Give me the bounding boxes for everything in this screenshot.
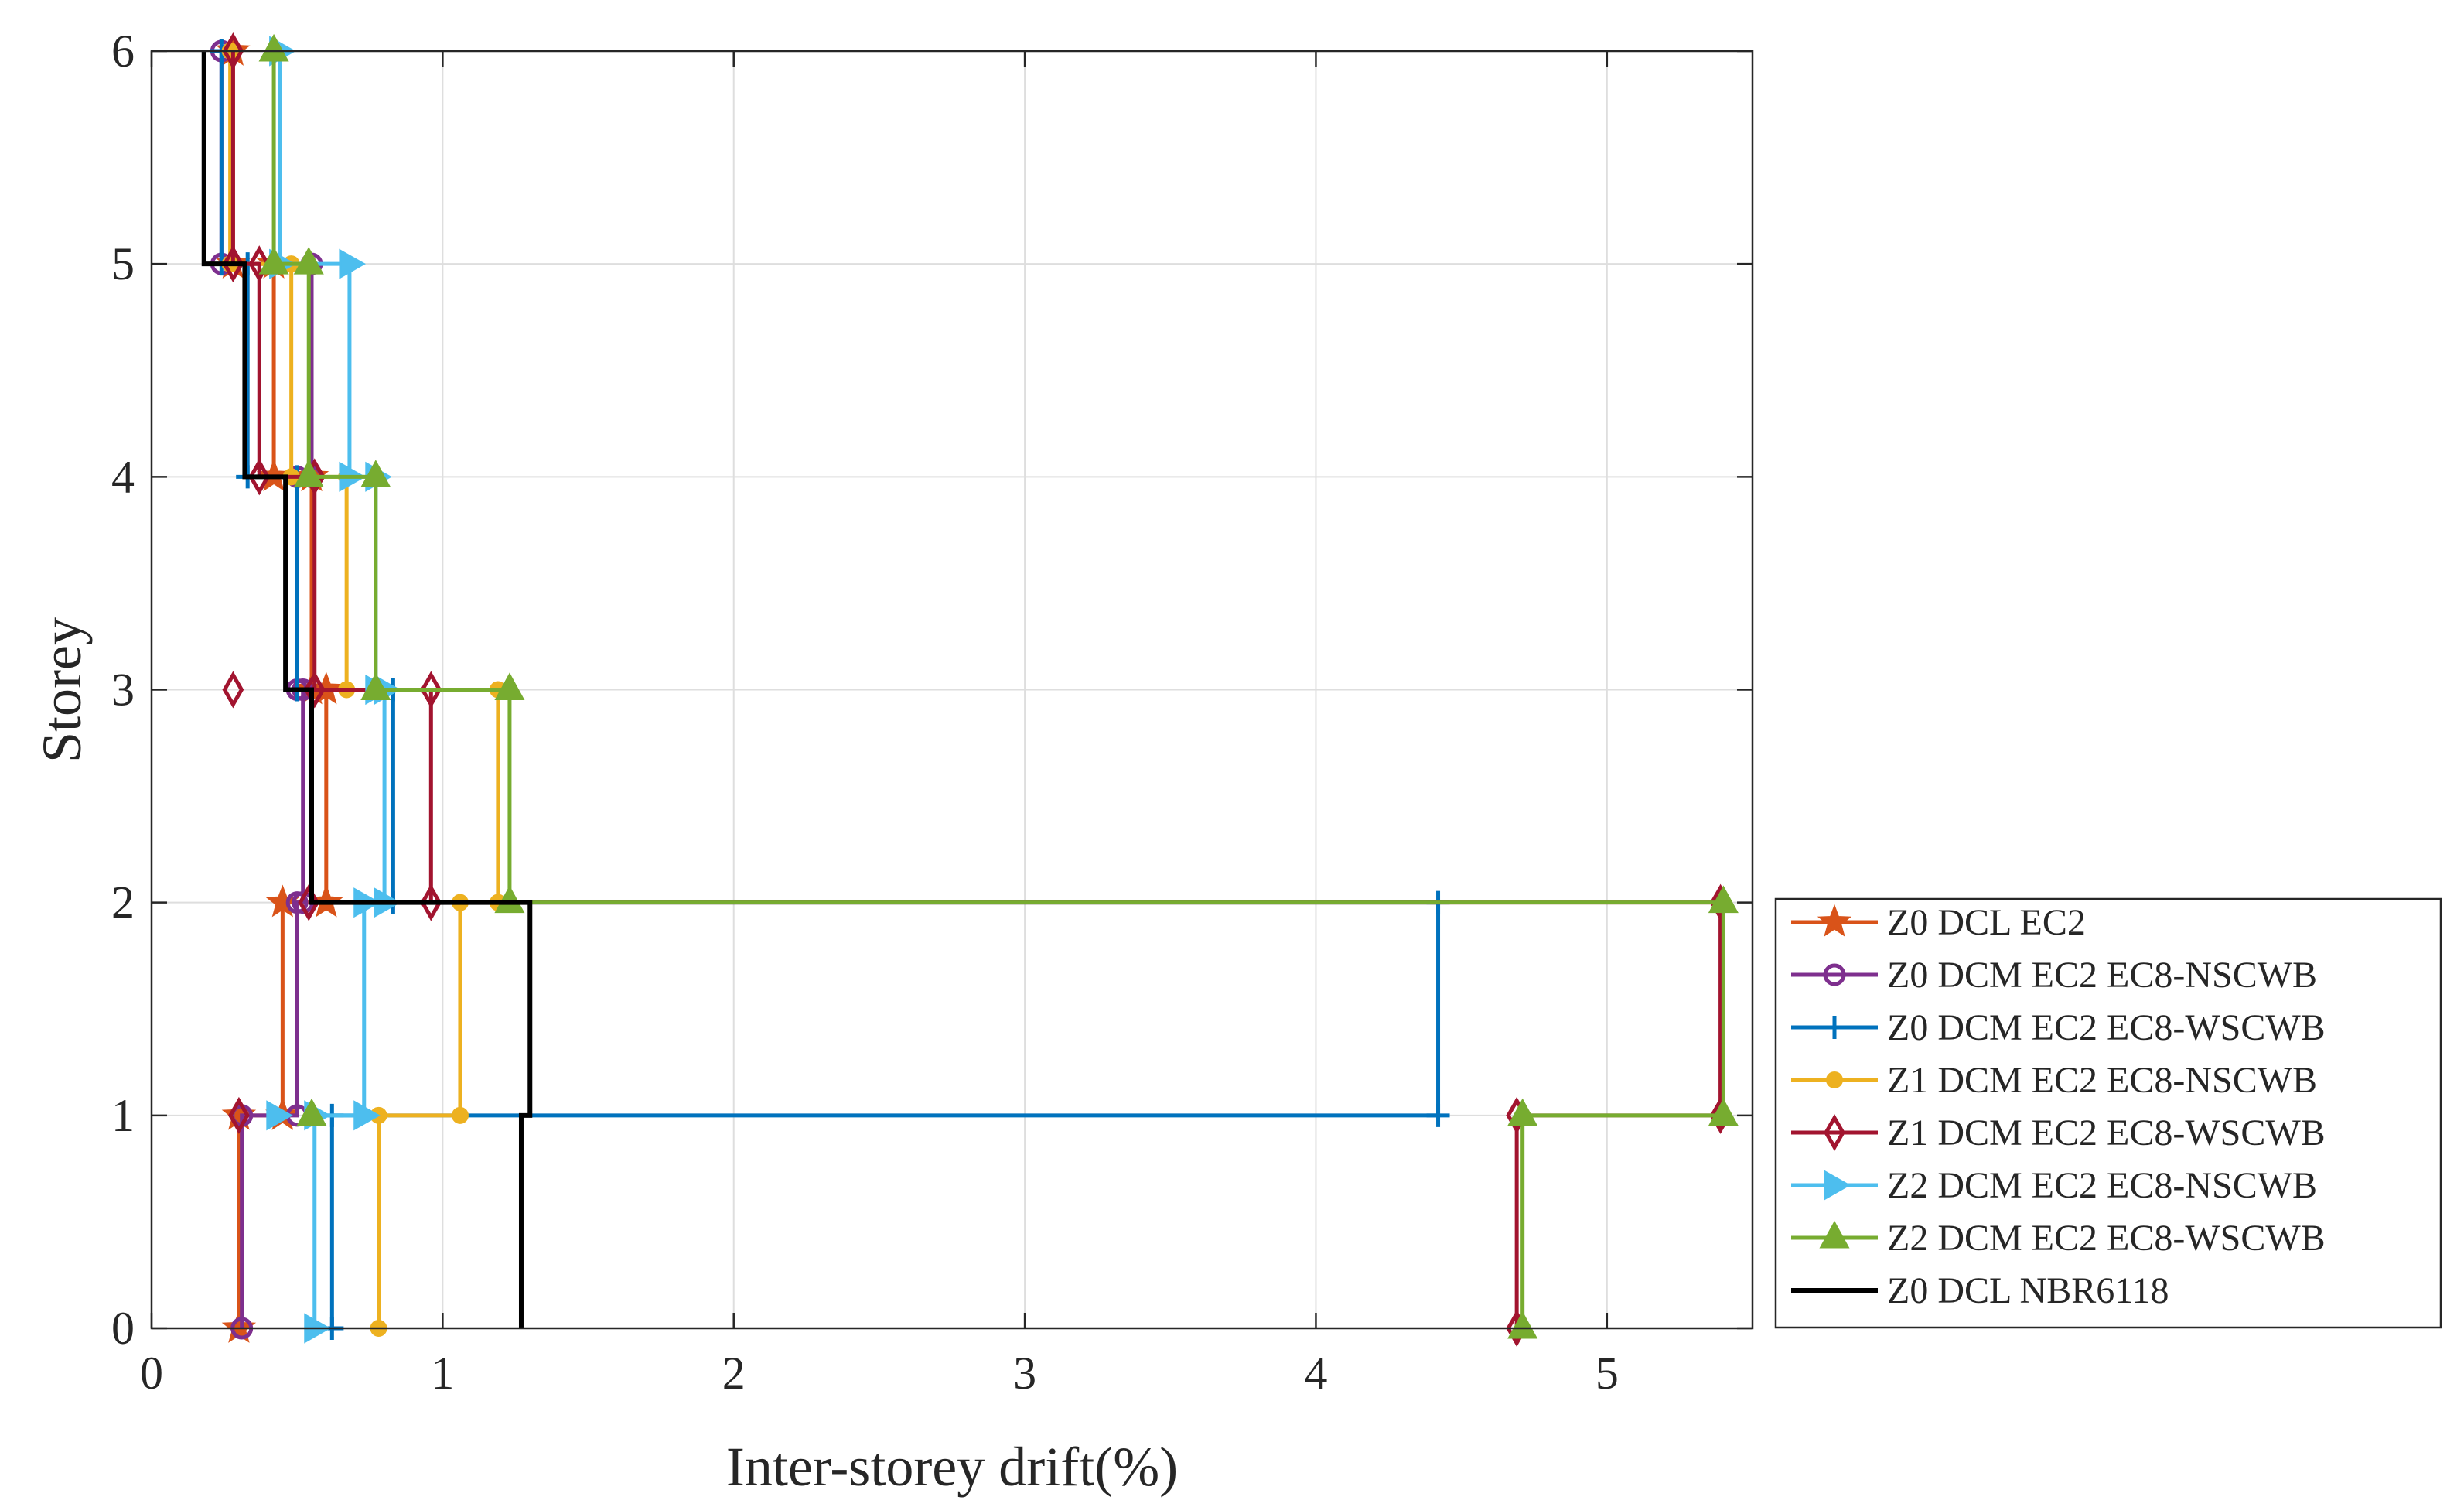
marker-diamond	[248, 458, 271, 496]
marker-triangle-up	[360, 672, 391, 700]
marker-triangle-up	[258, 247, 289, 275]
legend-label: Z0 DCM EC2 EC8-NSCWB	[1887, 955, 2317, 996]
x-tick-label: 2	[722, 1348, 746, 1399]
legend-label: Z2 DCM EC2 EC8-NSCWB	[1887, 1165, 2317, 1206]
marker-diamond	[303, 671, 326, 709]
marker-triangle-up	[1708, 1098, 1739, 1126]
marker-triangle-up	[296, 1098, 327, 1126]
legend-label: Z1 DCM EC2 EC8-NSCWB	[1887, 1060, 2317, 1101]
marker-diamond	[298, 883, 320, 921]
marker-diamond	[222, 671, 244, 709]
marker-triangle-up	[1507, 1311, 1538, 1339]
y-tick-label: 4	[111, 451, 135, 502]
y-tick-label: 0	[111, 1303, 135, 1354]
marker-triangle-right	[353, 1100, 381, 1131]
y-tick-label: 3	[111, 665, 135, 716]
legend-entry: Z0 DCM EC2 EC8-WSCWB	[1791, 1007, 2326, 1048]
marker-dot	[451, 1106, 469, 1124]
legend-entry: Z0 DCM EC2 EC8-NSCWB	[1791, 955, 2317, 996]
series-line	[201, 51, 533, 1328]
axis-ticks: 0 1 2 3 4 5 0 1 2 3 4 5 6	[111, 26, 1752, 1399]
marker-triangle-up	[1507, 1098, 1538, 1126]
marker-triangle-up	[258, 33, 289, 62]
marker-diamond	[420, 671, 442, 709]
marker-circle	[1823, 963, 1846, 986]
legend-entry: Z1 DCM EC2 EC8-NSCWB	[1791, 1060, 2317, 1101]
y-tick-label: 5	[111, 238, 135, 289]
legend-label: Z0 DCL EC2	[1887, 902, 2086, 943]
legend-label: Z0 DCM EC2 EC8-WSCWB	[1887, 1007, 2326, 1048]
marker-triangle-right	[1824, 1170, 1851, 1201]
marker-diamond	[420, 883, 442, 921]
x-axis-label: Inter-storey drift(%)	[726, 1436, 1178, 1498]
series-layer	[201, 32, 1739, 1347]
marker-triangle-up	[360, 460, 391, 487]
legend-entry: Z2 DCM EC2 EC8-NSCWB	[1791, 1165, 2317, 1206]
marker-triangle-right	[266, 1100, 293, 1131]
marker-plus	[1823, 1016, 1846, 1039]
legend: Z0 DCL EC2 Z0 DCM EC2 EC8-NSCWB Z0 DCM EC2…	[1774, 897, 2442, 1329]
legend-label: Z0 DCL NBR6118	[1887, 1270, 2169, 1311]
x-tick-label: 1	[431, 1348, 454, 1399]
legend-label: Z2 DCM EC2 EC8-WSCWB	[1887, 1218, 2326, 1259]
marker-plus	[1426, 1103, 1450, 1127]
legend-label: Z1 DCM EC2 EC8-WSCWB	[1887, 1112, 2326, 1153]
marker-dot	[1826, 1071, 1843, 1088]
marker-triangle-up	[494, 885, 525, 914]
marker-star	[1817, 904, 1852, 937]
marker-triangle-up	[1708, 885, 1739, 914]
marker-triangle-up	[1819, 1220, 1850, 1249]
marker-diamond	[248, 245, 271, 283]
marker-triangle-up	[494, 672, 525, 700]
x-tick-label: 4	[1304, 1348, 1327, 1399]
series-7	[258, 33, 1739, 1339]
legend-entry: Z0 DCL NBR6118	[1791, 1270, 2169, 1311]
x-tick-label: 5	[1595, 1348, 1619, 1399]
y-tick-label: 1	[111, 1090, 135, 1141]
legend-entry: Z2 DCM EC2 EC8-WSCWB	[1791, 1218, 2326, 1259]
y-axis-label: Storey	[31, 617, 93, 763]
marker-triangle-right	[339, 248, 366, 279]
legend-entry: Z0 DCL EC2	[1791, 902, 2086, 943]
y-tick-label: 6	[111, 26, 135, 77]
y-tick-label: 2	[111, 877, 135, 928]
legend-box	[1774, 897, 2442, 1329]
x-tick-label: 3	[1013, 1348, 1036, 1399]
legend-entry: Z1 DCM EC2 EC8-WSCWB	[1791, 1112, 2326, 1153]
x-tick-label: 0	[140, 1348, 163, 1399]
marker-diamond	[222, 32, 244, 70]
marker-diamond	[228, 1096, 250, 1134]
series-8	[201, 51, 533, 1328]
marker-triangle-up	[293, 460, 324, 487]
marker-diamond	[222, 245, 244, 283]
marker-diamond	[1824, 1114, 1845, 1151]
marker-triangle-up	[293, 247, 324, 275]
